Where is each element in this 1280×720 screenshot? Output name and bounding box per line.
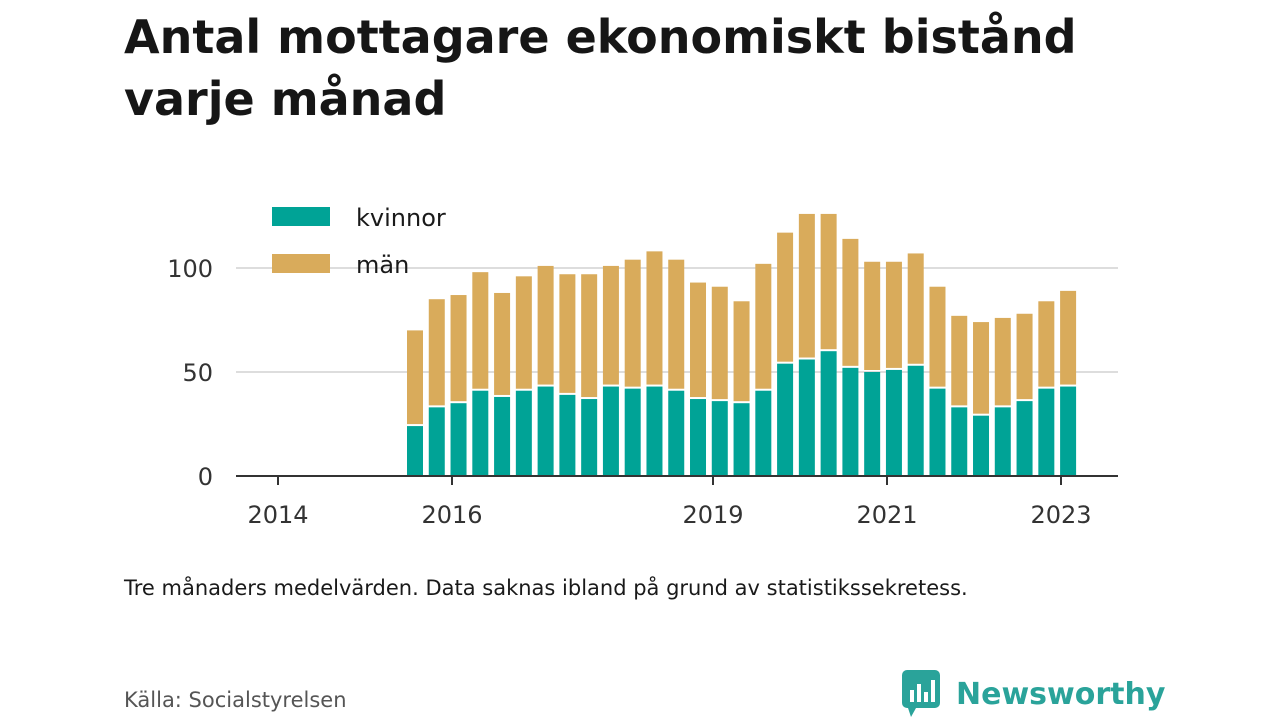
bar-man	[711, 286, 728, 400]
bar-kvinnor	[472, 390, 489, 476]
bar-man	[1016, 313, 1033, 400]
bar-man	[537, 265, 554, 385]
x-tick-label: 2023	[1030, 501, 1091, 529]
bar-kvinnor	[733, 403, 750, 476]
source-credit: Källa: Socialstyrelsen	[124, 688, 347, 712]
bar-man	[973, 322, 990, 414]
bar-man	[755, 263, 772, 389]
bar-kvinnor	[994, 407, 1011, 476]
bar-man	[581, 274, 598, 398]
legend-label-man: män	[356, 251, 409, 279]
bar-man	[885, 261, 902, 368]
bar-kvinnor	[755, 390, 772, 476]
legend: kvinnor män	[272, 204, 446, 279]
bar-man	[864, 261, 881, 370]
axes: 0 50 100 2014 2016 2019 2021 2023	[167, 255, 1118, 529]
bar-kvinnor	[450, 403, 467, 476]
bar-man	[733, 301, 750, 402]
bar-man	[929, 286, 946, 387]
bar-man	[777, 232, 794, 362]
bar-man	[515, 276, 532, 389]
bar-man	[842, 238, 859, 366]
x-tick-label: 2014	[247, 501, 308, 529]
bar-kvinnor	[559, 394, 576, 476]
legend-swatch-kvinnor	[272, 207, 330, 226]
bar-kvinnor	[777, 363, 794, 476]
bar-man	[428, 299, 445, 406]
bar-man	[646, 251, 663, 385]
brand-name: Newsworthy	[956, 676, 1166, 712]
bar-man	[907, 253, 924, 364]
bars	[407, 213, 1077, 476]
bar-kvinnor	[537, 386, 554, 476]
legend-label-kvinnor: kvinnor	[356, 204, 446, 232]
bar-kvinnor	[668, 390, 685, 476]
bar-man	[624, 259, 641, 387]
y-tick-label: 0	[198, 463, 213, 491]
bar-kvinnor	[494, 396, 511, 476]
bar-kvinnor	[1060, 386, 1077, 476]
bar-man	[820, 213, 837, 350]
newsworthy-logo-icon	[902, 670, 940, 717]
bar-kvinnor	[885, 369, 902, 476]
brand-logo[interactable]: Newsworthy	[902, 670, 1165, 718]
bar-man	[994, 317, 1011, 406]
x-tick-label: 2016	[421, 501, 482, 529]
x-tick-label: 2021	[856, 501, 917, 529]
bar-man	[559, 274, 576, 393]
bar-kvinnor	[798, 359, 815, 476]
x-tick-label: 2019	[682, 501, 743, 529]
bar-man	[1038, 301, 1055, 387]
chart-title: Antal mottagare ekonomiskt bistånd varje…	[124, 10, 1077, 126]
bar-kvinnor	[820, 351, 837, 476]
bar-man	[450, 295, 467, 402]
bar-man	[1060, 290, 1077, 385]
bar-kvinnor	[1038, 388, 1055, 476]
bar-kvinnor	[581, 399, 598, 476]
bar-kvinnor	[951, 407, 968, 476]
bar-kvinnor	[602, 386, 619, 476]
bar-kvinnor	[407, 426, 423, 476]
bar-man	[602, 265, 619, 385]
bar-kvinnor	[624, 388, 641, 476]
bar-man	[668, 259, 685, 389]
bar-man	[472, 272, 489, 389]
y-tick-label: 50	[182, 359, 213, 387]
bar-kvinnor	[907, 365, 924, 476]
bar-kvinnor	[646, 386, 663, 476]
bar-kvinnor	[428, 407, 445, 476]
bar-man	[407, 330, 423, 425]
bar-kvinnor	[711, 401, 728, 476]
bar-man	[690, 282, 707, 398]
bar-kvinnor	[1016, 401, 1033, 476]
bar-kvinnor	[929, 388, 946, 476]
legend-swatch-man	[272, 254, 330, 273]
bar-kvinnor	[515, 390, 532, 476]
chart-note: Tre månaders medelvärden. Data saknas ib…	[124, 576, 968, 600]
bar-kvinnor	[973, 415, 990, 476]
bar-kvinnor	[690, 399, 707, 476]
bar-kvinnor	[842, 367, 859, 476]
bar-kvinnor	[864, 372, 881, 476]
bar-man	[798, 213, 815, 358]
y-tick-label: 100	[167, 255, 213, 283]
bar-man	[494, 292, 511, 395]
bar-man	[951, 315, 968, 406]
